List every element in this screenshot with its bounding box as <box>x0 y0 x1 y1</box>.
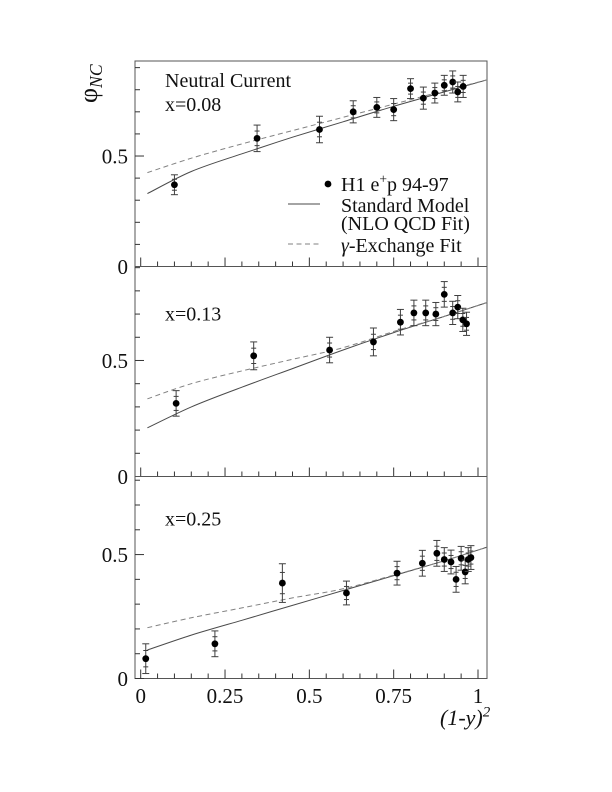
data-point <box>454 303 462 311</box>
data-point <box>171 181 178 189</box>
panel-x=0.25: 0 0.5 x=0.25 <box>102 476 488 691</box>
data-point <box>407 85 414 93</box>
sm-fit-line <box>147 302 488 429</box>
data-point <box>452 575 460 583</box>
data-point <box>211 640 219 648</box>
y-tick-label: 0 <box>118 465 129 489</box>
legend-label: (NLO QCD Fit) <box>341 213 470 235</box>
x-tick-label: 0.75 <box>375 684 412 708</box>
x-tick-label: 0.5 <box>296 684 322 708</box>
panel-x-label: x=0.25 <box>165 509 221 531</box>
data-point <box>433 549 441 557</box>
data-point <box>410 309 418 317</box>
data-point <box>463 320 470 328</box>
y-tick-label: 0.5 <box>102 145 128 169</box>
legend-label: Standard Model <box>341 195 470 217</box>
panel-frame <box>134 266 488 477</box>
panel-title: Neutral Current <box>165 70 292 92</box>
data-point <box>440 81 448 89</box>
data-point <box>440 556 448 563</box>
data-point <box>316 126 323 133</box>
x-axis-title: (1-y)2 <box>440 705 491 730</box>
data-point <box>440 290 448 298</box>
data-point <box>373 104 381 111</box>
data-point <box>449 78 457 86</box>
data-point <box>250 352 258 360</box>
data-point <box>343 589 350 597</box>
y-axis-title-group: φNC <box>74 64 106 103</box>
y-tick-label: 0 <box>118 667 129 691</box>
data-point <box>457 554 465 562</box>
data-point <box>454 88 462 96</box>
data-point <box>253 134 261 142</box>
error-bar <box>390 98 398 122</box>
data-point <box>418 559 426 567</box>
data-point <box>432 310 440 318</box>
data-point <box>431 89 439 97</box>
y-tick-label: 0 <box>118 255 129 279</box>
data-point <box>393 569 401 577</box>
data-point <box>142 655 150 663</box>
gamma-fit-line <box>147 546 488 629</box>
legend-marker-dot <box>324 180 332 188</box>
legend-label: H1 e+p 94-97 <box>341 171 449 196</box>
panel-x-label: x=0.13 <box>165 304 221 326</box>
legend-label: γ-Exchange Fit <box>341 235 462 257</box>
data-point <box>349 108 357 116</box>
panel-frame <box>134 476 488 679</box>
y-tick-label: 0.5 <box>102 349 128 373</box>
data-point <box>447 558 455 566</box>
data-point <box>278 579 286 587</box>
data-point <box>370 338 377 346</box>
x-tick-label: 0 <box>135 684 146 708</box>
panel-x=0.13: 0 0.5 x=0.13 <box>102 266 488 489</box>
data-point <box>449 309 457 317</box>
sm-fit-line <box>147 546 488 651</box>
data-point <box>422 309 430 317</box>
error-bar <box>433 539 441 567</box>
panel-x-label: x=0.08 <box>165 94 221 116</box>
data-point <box>172 400 180 407</box>
x-tick-label: 0.25 <box>207 684 244 708</box>
y-tick-label: 0.5 <box>102 543 128 567</box>
x-tick-label: 1 <box>473 684 484 708</box>
data-point <box>326 346 333 354</box>
data-point <box>390 106 398 114</box>
data-point <box>467 554 475 561</box>
data-point <box>459 83 467 90</box>
data-point <box>419 94 427 102</box>
data-point <box>397 318 404 326</box>
y-axis-title: φNC <box>74 64 106 103</box>
